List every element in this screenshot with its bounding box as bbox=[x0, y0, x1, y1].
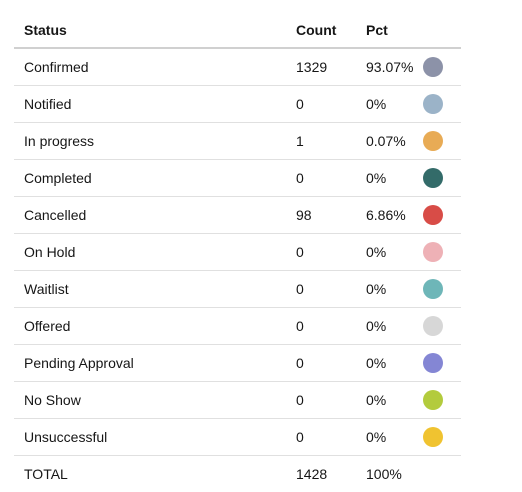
status-label: Cancelled bbox=[14, 196, 286, 233]
table-row: Pending Approval 0 0% bbox=[14, 344, 461, 381]
pct-value: 0% bbox=[356, 270, 423, 307]
table-row: Notified 0 0% bbox=[14, 85, 461, 122]
table-body: Confirmed 1329 93.07% Notified 0 0% In progres… bbox=[14, 48, 461, 492]
status-color-swatch bbox=[423, 427, 443, 447]
pct-value: 0% bbox=[356, 233, 423, 270]
table-row: Offered 0 0% bbox=[14, 307, 461, 344]
count-value: 0 bbox=[286, 85, 356, 122]
color-cell bbox=[423, 307, 461, 344]
pct-value: 0% bbox=[356, 159, 423, 196]
total-pct: 100% bbox=[356, 455, 423, 492]
color-cell bbox=[423, 344, 461, 381]
header-count[interactable]: Count bbox=[286, 12, 356, 48]
table-row: Completed 0 0% bbox=[14, 159, 461, 196]
status-label: No Show bbox=[14, 381, 286, 418]
status-label: Completed bbox=[14, 159, 286, 196]
count-value: 0 bbox=[286, 381, 356, 418]
total-row: TOTAL 1428 100% bbox=[14, 455, 461, 492]
total-color-cell bbox=[423, 455, 461, 492]
count-value: 98 bbox=[286, 196, 356, 233]
pct-value: 0% bbox=[356, 85, 423, 122]
pct-value: 0% bbox=[356, 344, 423, 381]
table-row: No Show 0 0% bbox=[14, 381, 461, 418]
table-row: On Hold 0 0% bbox=[14, 233, 461, 270]
count-value: 0 bbox=[286, 418, 356, 455]
status-label: Notified bbox=[14, 85, 286, 122]
count-value: 0 bbox=[286, 270, 356, 307]
header-pct[interactable]: Pct bbox=[356, 12, 423, 48]
count-value: 1329 bbox=[286, 48, 356, 85]
status-label: Unsuccessful bbox=[14, 418, 286, 455]
header-status[interactable]: Status bbox=[14, 12, 286, 48]
status-color-swatch bbox=[423, 242, 443, 262]
table-row: Cancelled 98 6.86% bbox=[14, 196, 461, 233]
table-row: Unsuccessful 0 0% bbox=[14, 418, 461, 455]
status-label: In progress bbox=[14, 122, 286, 159]
table-row: Waitlist 0 0% bbox=[14, 270, 461, 307]
status-color-swatch bbox=[423, 353, 443, 373]
color-cell bbox=[423, 48, 461, 85]
status-color-swatch bbox=[423, 168, 443, 188]
status-color-swatch bbox=[423, 57, 443, 77]
table-row: Confirmed 1329 93.07% bbox=[14, 48, 461, 85]
color-cell bbox=[423, 233, 461, 270]
color-cell bbox=[423, 270, 461, 307]
pct-value: 0% bbox=[356, 418, 423, 455]
status-color-swatch bbox=[423, 94, 443, 114]
status-label: On Hold bbox=[14, 233, 286, 270]
table-header-row: Status Count Pct bbox=[14, 12, 461, 48]
status-label: Offered bbox=[14, 307, 286, 344]
pct-value: 6.86% bbox=[356, 196, 423, 233]
total-count: 1428 bbox=[286, 455, 356, 492]
pct-value: 0% bbox=[356, 307, 423, 344]
status-color-swatch bbox=[423, 316, 443, 336]
pct-value: 93.07% bbox=[356, 48, 423, 85]
pct-value: 0% bbox=[356, 381, 423, 418]
count-value: 0 bbox=[286, 159, 356, 196]
color-cell bbox=[423, 85, 461, 122]
count-value: 0 bbox=[286, 344, 356, 381]
count-value: 1 bbox=[286, 122, 356, 159]
status-summary-table: Status Count Pct Confirmed 1329 93.07% Noti… bbox=[14, 12, 461, 492]
color-cell bbox=[423, 418, 461, 455]
status-label: Pending Approval bbox=[14, 344, 286, 381]
status-color-swatch bbox=[423, 205, 443, 225]
color-cell bbox=[423, 196, 461, 233]
header-color bbox=[423, 12, 461, 48]
color-cell bbox=[423, 381, 461, 418]
count-value: 0 bbox=[286, 233, 356, 270]
total-label: TOTAL bbox=[14, 455, 286, 492]
status-color-swatch bbox=[423, 131, 443, 151]
color-cell bbox=[423, 159, 461, 196]
pct-value: 0.07% bbox=[356, 122, 423, 159]
table-row: In progress 1 0.07% bbox=[14, 122, 461, 159]
status-color-swatch bbox=[423, 279, 443, 299]
count-value: 0 bbox=[286, 307, 356, 344]
status-color-swatch bbox=[423, 390, 443, 410]
color-cell bbox=[423, 122, 461, 159]
status-label: Waitlist bbox=[14, 270, 286, 307]
status-label: Confirmed bbox=[14, 48, 286, 85]
